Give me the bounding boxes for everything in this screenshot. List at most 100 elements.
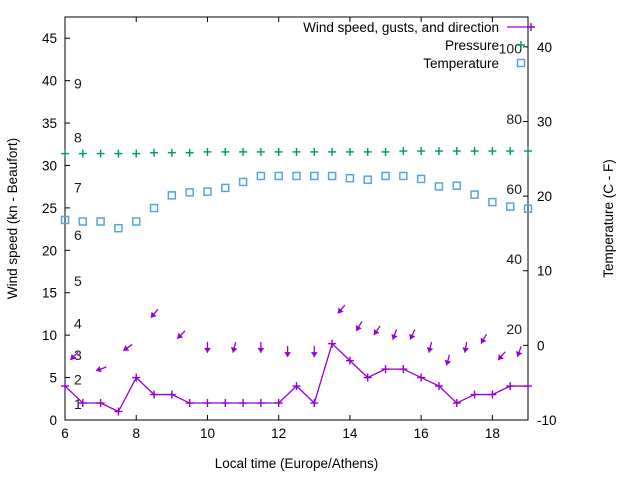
square-marker: [78, 217, 88, 226]
fahrenheit-scale-labels: 20 40 60 80 100: [499, 41, 523, 338]
x-tick-label: 6: [61, 426, 69, 441]
wind-direction-arrow: [498, 354, 504, 361]
square-marker: [96, 217, 105, 226]
square-marker: [434, 182, 444, 191]
wind-direction-arrow: [444, 359, 452, 366]
data-series-layer: [60, 147, 533, 416]
wind-direction-arrow: [310, 352, 318, 358]
square-marker: [274, 171, 283, 181]
x-tick-label: 10: [200, 426, 215, 441]
square-marker: [399, 171, 408, 181]
beaufort-label: 5: [74, 273, 82, 289]
wind-direction-arrow: [462, 347, 469, 353]
square-marker: [327, 171, 337, 181]
wind-direction-arrow: [204, 347, 211, 353]
fahrenheit-label: 100: [499, 41, 523, 57]
y2-axis-ticks: -10 0 10 20 30 40: [523, 40, 557, 428]
wind-direction-arrow: [426, 346, 434, 353]
beaufort-label: 7: [74, 180, 82, 196]
y-tick-label: 25: [42, 201, 57, 216]
square-marker: [452, 181, 462, 190]
y-axis-ticks: 0 5 10 15 20 25 30 35 40 45: [42, 31, 70, 428]
square-marker: [381, 171, 390, 181]
wind-direction-arrow: [95, 365, 102, 373]
plot-frame: [64, 16, 529, 421]
x-axis-title: Local time (Europe/Athens): [215, 456, 379, 471]
legend-label: Pressure: [445, 38, 499, 53]
square-marker: [416, 174, 426, 184]
x-tick-label: 16: [414, 426, 429, 441]
square-marker: [60, 215, 70, 225]
square-marker: [114, 223, 123, 233]
square-marker: [523, 204, 533, 214]
square-marker: [516, 58, 526, 68]
beaufort-label: 3: [74, 347, 82, 363]
x-tick-label: 18: [485, 426, 500, 441]
y-tick-label: 15: [42, 286, 57, 301]
y-tick-label: 20: [42, 243, 57, 258]
fahrenheit-label: 40: [506, 251, 522, 267]
series-3: [60, 171, 533, 233]
wind-direction-arrow: [257, 347, 265, 353]
y-axis-title: Wind speed (kn - Beaufort): [5, 138, 20, 299]
fahrenheit-label: 80: [506, 111, 522, 127]
y-tick-label: 30: [42, 158, 57, 173]
square-marker: [505, 202, 515, 211]
beaufort-label: 4: [74, 315, 82, 331]
wind-direction-arrow: [284, 352, 291, 358]
y2-tick-label: 10: [537, 264, 552, 279]
legend-label: Temperature: [423, 56, 499, 71]
chart-legend: Wind speed, gusts, and direction Pressure…: [303, 20, 535, 71]
wind-direction-arrow: [480, 337, 487, 344]
y2-tick-label: 40: [537, 40, 552, 55]
y2-tick-label: 0: [537, 338, 545, 353]
wind-direction-arrow: [337, 307, 344, 314]
wind-direction-arrow: [373, 328, 380, 335]
legend-label: Wind speed, gusts, and direction: [303, 20, 499, 35]
square-marker: [131, 217, 141, 226]
wind-direction-arrow: [515, 350, 523, 357]
wind-direction-arrow: [123, 345, 130, 351]
square-marker: [310, 171, 319, 181]
beaufort-scale-labels: 1 2 3 4 5 6 7 8 9: [74, 75, 82, 412]
wind-direction-arrow: [409, 333, 416, 340]
x-axis-ticks: 6 8 10 12 14 16 18: [61, 17, 500, 441]
square-marker: [221, 183, 230, 193]
square-marker: [363, 175, 372, 184]
y-tick-label: 35: [42, 116, 57, 131]
square-marker: [488, 197, 497, 207]
y2-tick-label: 30: [537, 114, 552, 129]
beaufort-label: 1: [74, 396, 82, 412]
square-marker: [167, 191, 177, 200]
wind-direction-arrow: [177, 332, 184, 339]
y-tick-label: 0: [49, 413, 57, 428]
square-marker: [256, 171, 266, 181]
series-0: [61, 339, 532, 416]
fahrenheit-label: 20: [506, 321, 522, 337]
beaufort-label: 9: [74, 75, 82, 91]
x-tick-label: 12: [271, 426, 286, 441]
fahrenheit-label: 60: [506, 181, 522, 197]
beaufort-label: 8: [74, 130, 82, 146]
x-tick-label: 8: [132, 426, 140, 441]
y-tick-label: 45: [42, 31, 57, 46]
y-tick-label: 5: [49, 371, 57, 386]
y2-axis-title: Temperature (C - F): [601, 159, 616, 278]
square-marker: [203, 187, 212, 196]
square-marker: [292, 171, 301, 181]
beaufort-label: 2: [74, 371, 82, 387]
y2-tick-label: -10: [537, 413, 557, 428]
square-marker: [185, 188, 194, 197]
wind-direction-arrow: [230, 346, 238, 353]
y-tick-label: 40: [42, 74, 57, 89]
y-tick-label: 10: [42, 328, 57, 343]
square-marker: [345, 173, 355, 183]
wind-direction-arrow: [150, 311, 157, 318]
wind-direction-arrow: [70, 353, 77, 360]
wind-direction-arrow: [355, 324, 362, 331]
y2-tick-label: 20: [537, 189, 552, 204]
series-2: [61, 147, 532, 158]
